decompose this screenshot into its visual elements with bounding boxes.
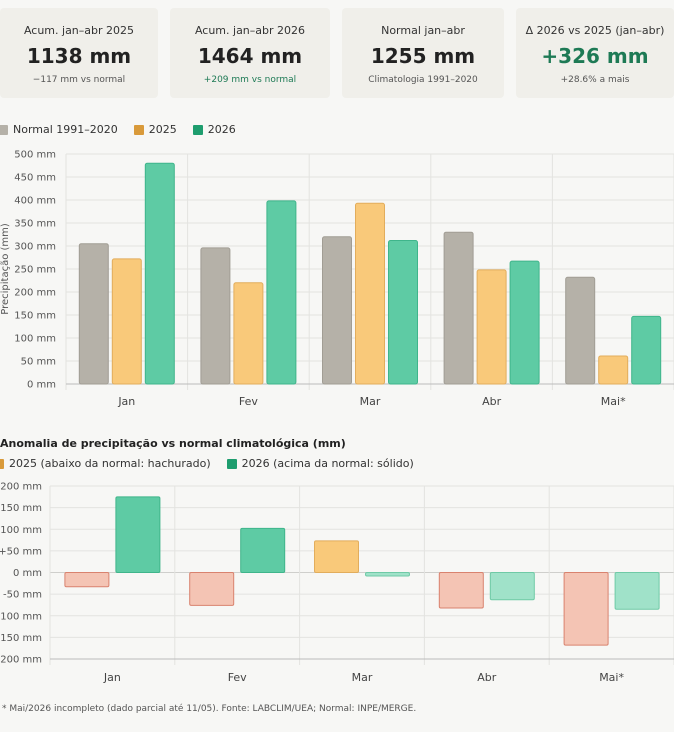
card-sub: +28.6% a mais [560,75,630,85]
bar-jan-s0 [78,243,109,385]
card-delta: Δ 2026 vs 2025 (jan–abr) +326 mm +28.6% … [516,8,674,98]
x-tick-label: Abr [482,395,502,408]
card-label: Acum. jan–abr 2026 [194,24,306,37]
anomaly-bar-abr-s1 [489,572,535,601]
y-tick-label: 150 mm [14,311,56,322]
y-tick-label: 500 mm [14,150,56,161]
bar-mai-s1 [598,355,629,385]
y-tick-label: 400 mm [14,196,56,207]
y-tick-label: 200 mm [14,288,56,299]
card-acum-2025: Acum. jan–abr 2025 1138 mm −117 mm vs no… [0,8,158,98]
anomaly-bar-mar-s0 [314,540,359,573]
x-tick-label: Abr [477,671,497,684]
legend-item-2026[interactable]: 2026 [192,123,236,136]
bar-jan-s1 [111,258,142,385]
card-sub: +209 mm vs normal [203,75,297,85]
legend-item-normal[interactable]: Normal 1991–2020 [0,123,118,136]
legend-item-2025[interactable]: 2025 [133,123,177,136]
legend-label: Normal 1991–2020 [13,123,118,136]
y-tick-label: -200 mm [0,655,42,666]
bar-mar-s2 [388,239,418,385]
legend-anomaly: 2025 (abaixo da normal: hachurado) 2026 … [0,457,430,470]
y-tick-label: 100 mm [14,334,56,345]
x-tick-label: Mar [352,671,373,684]
y-tick-label: 0 mm [13,568,42,579]
y-tick-label: -150 mm [0,633,42,644]
card-sub: Climatologia 1991–2020 [368,75,478,85]
x-tick-label: Mai* [601,395,626,408]
anomaly-chart-title: Anomalia de precipitação vs normal clima… [0,437,346,450]
bar-mar-s1 [355,202,385,385]
bar-fev-s0 [200,247,231,385]
x-tick-label: Jan [117,395,135,408]
bar-fev-s1 [233,282,264,385]
x-tick-label: Fev [239,395,258,408]
legend-label: 2025 (abaixo da normal: hachurado) [9,457,211,470]
legend-swatch-2026 [192,124,203,135]
y-tick-label: -100 mm [0,611,42,622]
legend-label: 2025 [148,123,177,136]
bar-mar-s0 [322,236,352,385]
y-tick-label: +200 mm [0,482,42,493]
y-tick-label: 250 mm [14,265,56,276]
y-tick-label: -50 mm [3,590,42,601]
bar-abr-s1 [476,269,507,385]
y-tick-label: 50 mm [21,357,56,368]
footnote: * Mai/2026 incompleto (dado parcial até … [2,704,417,714]
legend-item-2025-anomaly[interactable]: 2025 (abaixo da normal: hachurado) [0,457,211,470]
card-sub: −117 mm vs normal [32,75,126,85]
y-tick-label: 300 mm [14,242,56,253]
legend-item-2026-anomaly[interactable]: 2026 (acima da normal: sólido) [226,457,414,470]
legend-label: 2026 (acima da normal: sólido) [241,457,414,470]
bar-abr-s0 [443,231,474,385]
y-axis-label: Precipitação (mm) [0,223,11,315]
anomaly-bar-mai-s0 [563,572,609,646]
x-tick-label: Mai* [599,671,624,684]
card-label: Normal jan–abr [381,24,465,37]
card-value: +326 mm [541,44,649,68]
bar-fev-s2 [266,200,297,385]
y-tick-label: +50 mm [0,546,42,557]
y-tick-label: 350 mm [14,219,56,230]
card-value: 1255 mm [370,44,476,68]
card-normal: Normal jan–abr 1255 mm Climatologia 1991… [342,8,504,98]
anomaly-bar-jan-s1 [115,496,161,573]
bar-mai-s0 [565,276,596,385]
card-value: 1464 mm [197,44,303,68]
legend-precip: Normal 1991–2020 2025 2026 [0,123,252,136]
bar-abr-s2 [509,260,540,385]
x-tick-label: Fev [228,671,247,684]
x-tick-label: Jan [103,671,121,684]
bar-mai-s2 [631,315,662,385]
bar-jan-s2 [144,162,175,385]
card-value: 1138 mm [26,44,132,68]
card-acum-2026: Acum. jan–abr 2026 1464 mm +209 mm vs no… [170,8,330,98]
anomaly-bar-mar-s1 [365,572,410,577]
anomaly-bar-jan-s0 [64,572,110,588]
y-tick-label: +150 mm [0,503,42,514]
anomaly-bar-fev-s1 [240,527,286,574]
y-tick-label: 0 mm [27,380,56,391]
y-tick-label: 450 mm [14,173,56,184]
legend-swatch-2026 [226,458,237,469]
legend-swatch-2025 [133,124,144,135]
legend-label: 2026 [207,123,236,136]
card-label: Δ 2026 vs 2025 (jan–abr) [525,24,665,37]
anomaly-bar-fev-s0 [189,572,235,606]
legend-swatch-2025 [0,458,4,469]
anomaly-bar-abr-s0 [438,572,484,609]
anomaly-bar-mai-s1 [614,572,660,610]
x-tick-label: Mar [360,395,381,408]
legend-swatch-normal [0,124,8,135]
y-tick-label: +100 mm [0,525,42,536]
card-label: Acum. jan–abr 2025 [23,24,135,37]
precipitation-bar-chart: 0 mm 50 mm 100 mm 150 mm 200 mm 250 mm 300 mm 3… [0,150,674,408]
